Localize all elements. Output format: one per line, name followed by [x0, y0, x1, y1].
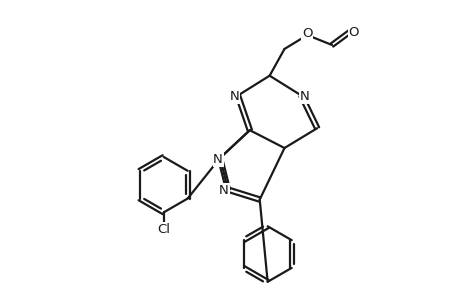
Text: O: O — [302, 27, 312, 40]
Text: Cl: Cl — [157, 223, 170, 236]
Text: O: O — [348, 26, 358, 39]
Text: N: N — [213, 153, 223, 167]
Text: N: N — [218, 184, 229, 197]
Text: N: N — [230, 90, 239, 103]
Text: N: N — [299, 90, 308, 103]
